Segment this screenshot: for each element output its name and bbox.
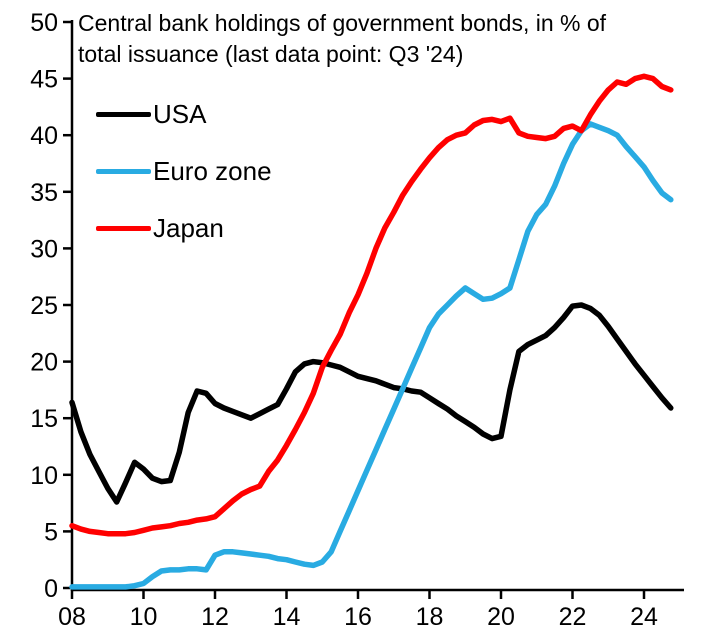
chart-title-line1: Central bank holdings of government bond… — [78, 10, 607, 36]
x-tick-label: 22 — [559, 603, 587, 631]
legend-label: USA — [153, 99, 207, 129]
legend-item-usa: USA — [96, 86, 356, 143]
y-tick-label: 10 — [30, 462, 58, 490]
chart-title: Central bank holdings of government bond… — [78, 8, 688, 70]
y-tick-label: 25 — [30, 292, 58, 320]
y-tick-label: 30 — [30, 235, 58, 263]
x-tick-label: 20 — [487, 603, 515, 631]
y-tick-label: 20 — [30, 349, 58, 377]
series-line-usa — [69, 302, 674, 505]
x-tick-label: 24 — [630, 603, 658, 631]
y-tick-label: 0 — [44, 575, 58, 603]
legend-line-swatch — [96, 226, 151, 231]
x-tick-label: 08 — [58, 603, 86, 631]
y-tick-label: 5 — [44, 518, 58, 546]
chart-title-line2: total issuance (last data point: Q3 '24) — [78, 41, 464, 67]
x-tick-label: 16 — [344, 603, 372, 631]
legend-label: Euro zone — [153, 156, 272, 186]
legend-line-swatch — [96, 112, 151, 117]
legend-label: Japan — [153, 213, 224, 243]
series-line-japan — [69, 73, 674, 537]
y-tick-label: 35 — [30, 179, 58, 207]
legend-item-japan: Japan — [96, 200, 356, 257]
legend-line-swatch — [96, 169, 151, 174]
chart-legend: USA Euro zone Japan — [96, 86, 356, 257]
series-line-euro-zone — [69, 121, 674, 590]
y-tick-label: 40 — [30, 122, 58, 150]
y-tick-label: 45 — [30, 66, 58, 94]
y-tick-label: 50 — [30, 9, 58, 37]
legend-item-euro-zone: Euro zone — [96, 143, 356, 200]
x-tick-label: 12 — [201, 603, 229, 631]
x-tick-label: 10 — [130, 603, 158, 631]
x-tick-label: 14 — [273, 603, 301, 631]
x-tick-label: 18 — [416, 603, 444, 631]
y-tick-label: 15 — [30, 405, 58, 433]
